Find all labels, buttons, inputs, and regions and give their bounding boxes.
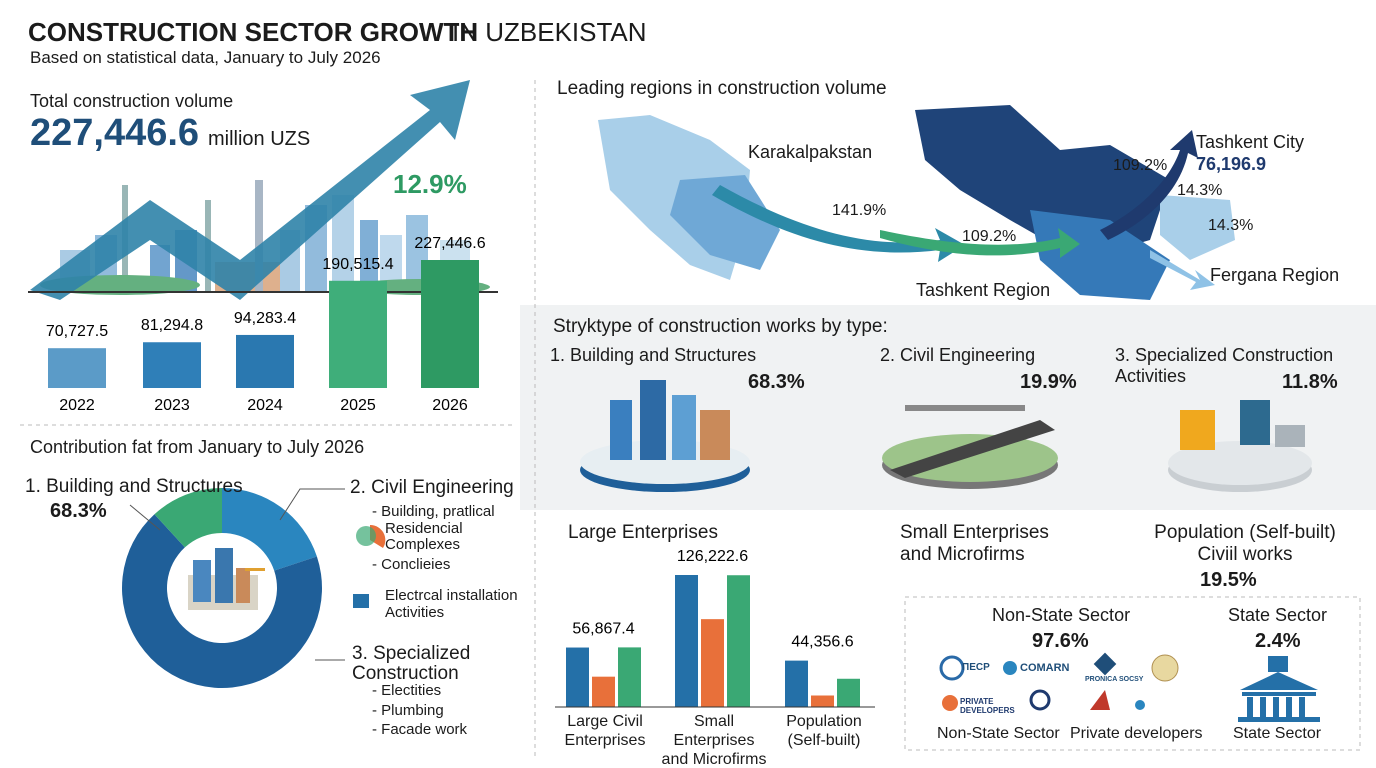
donut-segment [122,514,322,689]
x-tick-label: 2024 [247,397,283,414]
bar [329,280,387,388]
value-label: 94,283.4 [234,310,296,327]
logo-text: ПЕСР [962,662,990,673]
value-label: 44,356.6 [791,634,853,651]
donut-segment [154,488,222,548]
group-heading: Large Enterprises [568,522,718,543]
sector-name: Non-State Sector [992,605,1131,625]
bar [143,342,201,388]
type-name: 1. Building and Structures [550,345,757,365]
icon [353,594,369,608]
donut-title: Contribution fat from January to July 20… [30,437,365,457]
type-share: 68.3% [748,371,805,393]
value-label: 190,515.4 [322,256,393,273]
group-share: 19.5% [1200,569,1257,591]
logos [939,652,1179,711]
subtitle: Based on statistical data, January to Ju… [30,48,381,67]
x-tick-label: Small Enterprises and Microfirms [661,713,767,768]
donut-subitem: Residencial Complexes [385,520,463,553]
region-label: 141.9% [832,202,887,219]
growth: 12.9% [393,169,467,199]
bar [48,348,106,388]
logo-text: COMARN [1020,662,1070,674]
x-tick-label: Population (Self-built) [786,713,862,749]
logo-text: PRONICA SOCSY [1085,676,1144,683]
type-name: 2. Civil Engineering [880,345,1036,365]
state-building [1238,656,1320,722]
donut-subitem: - Conclieies [372,556,451,573]
sector-caption: State Sector [1233,725,1322,742]
icon [356,526,376,546]
leader-line [129,504,161,531]
bar [236,334,294,388]
map-title: Leading regions in construction volume [557,78,887,99]
sector-caption: Private developers [1070,725,1203,742]
region-label: Karakalpakstan [748,142,873,162]
donut-subitem: - Plumbing [372,702,444,719]
x-tick-label: 2023 [154,397,190,414]
total-unit: million UZS [208,128,311,150]
map [598,105,1235,300]
type-share: 11.8% [1282,371,1338,393]
region-label: 76,196.9 [1196,154,1267,174]
total-label: Total construction volume [30,91,234,111]
growth-arrow [30,80,470,300]
value-label: 56,867.4 [572,621,634,638]
bar [701,619,724,707]
value-label: 81,294.8 [141,317,203,334]
donut-subitem: - Building, pratlical [372,503,495,520]
total-value: 227,446.6 [30,112,200,154]
type-illustrations [580,380,1312,492]
donut-subitem: - Facade work [372,721,468,738]
sector-name: State Sector [1228,605,1328,625]
bar [811,695,834,707]
donut-segment [222,488,317,571]
donut-item: 2. Civil Engineering [350,477,514,498]
logo-text: PRIVATE DEVELOPERS [960,697,1015,716]
bar [785,660,808,707]
box [904,596,1361,751]
group-heading: Population (Self-built) Civiil works [1154,522,1336,565]
leader-line [279,488,345,521]
types-title: Stryktype of construction works by type: [553,316,888,337]
sector-share: 97.6% [1032,630,1089,652]
region-label: Tashkent Region [916,280,1051,300]
bar [618,647,641,707]
donut-subitem: Electrcal installation Activities [385,587,518,621]
x-tick-label: 2026 [432,397,468,414]
donut-item: 3. Specialized Construction [352,643,471,684]
region-label: 109.2% [1113,157,1168,174]
type-share: 19.9% [1020,371,1077,393]
region-label: 14.3% [1208,217,1254,234]
region-label: Fergana Region [1210,265,1340,285]
bar [421,260,479,388]
bar [675,575,698,707]
title-rest: IN UZBEKISTAN [452,17,647,47]
bar [837,678,860,707]
bar [566,647,589,707]
region-label: 109.2% [962,228,1017,245]
donut-subitem: - Electities [372,682,442,699]
donut-item: 1. Building and Structures [25,476,243,497]
title: CONSTRUCTION SECTOR GROWTH [28,17,479,47]
value-label: 68.3% [50,500,107,522]
bar [727,575,750,707]
value-label: 126,222.6 [677,548,748,565]
region-label: 14.3% [1177,182,1223,199]
x-tick-label: 2025 [340,397,376,414]
region-label: Tashkent City [1196,132,1305,152]
bar [592,676,615,707]
type-name: 3. Specialized Construction Activities [1115,345,1334,386]
value-label: 70,727.5 [46,323,108,340]
group-heading: Small Enterprises and Microfirms [900,522,1049,565]
sector-caption: Non-State Sector [937,725,1060,742]
sector-share: 2.4% [1255,630,1301,652]
x-tick-label: Large Civil Enterprises [564,713,646,749]
x-tick-label: 2022 [59,397,95,414]
donut-icon [168,534,276,642]
value-label: 227,446.6 [414,235,485,252]
